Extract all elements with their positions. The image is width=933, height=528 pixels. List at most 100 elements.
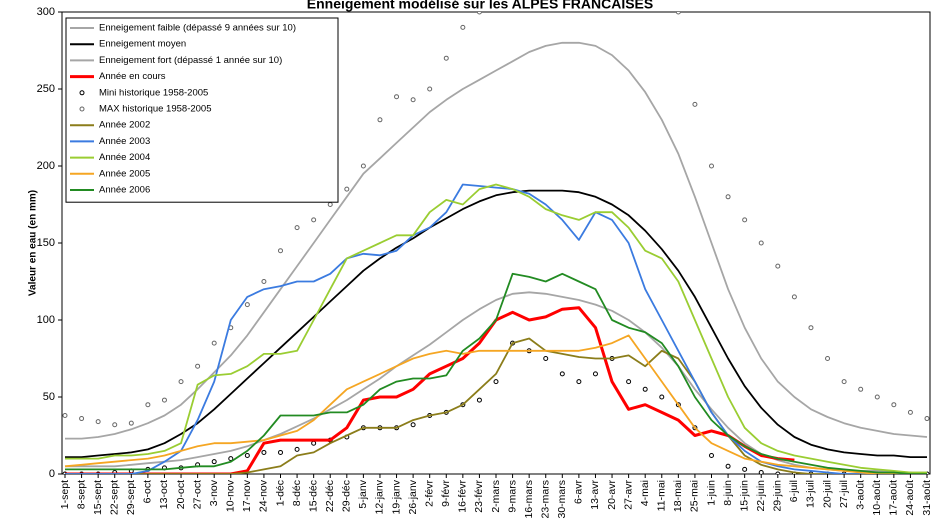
series-dot <box>742 217 748 223</box>
series-dot <box>294 225 300 231</box>
y-axis-label: Valeur en eau (en mm) <box>28 190 39 296</box>
series-dot <box>161 397 167 403</box>
legend-box <box>65 17 339 203</box>
series-dot <box>427 86 433 92</box>
series-dot <box>460 24 466 30</box>
series-dot <box>261 279 267 284</box>
x-tick-label: 8-déc <box>291 480 303 506</box>
y-tick-label: 0 <box>49 468 55 480</box>
series-dot <box>775 471 781 474</box>
x-tick-label: 29-juin <box>772 480 784 512</box>
series-dot <box>278 248 283 254</box>
series-dot <box>476 397 482 403</box>
x-tick-label: 11-mai <box>656 480 668 511</box>
legend-label: Année 2005 <box>99 168 150 179</box>
series-dot <box>874 394 880 400</box>
x-tick-label: 22-déc <box>324 480 336 512</box>
legend-marker <box>79 106 85 112</box>
series-dot <box>742 466 748 472</box>
x-tick-label: 23-mars <box>540 480 552 519</box>
series-dot <box>294 446 300 452</box>
y-tick-label: 150 <box>37 237 55 249</box>
y-tick-label: 300 <box>37 6 55 18</box>
series-dot <box>891 402 897 408</box>
series-dot <box>493 379 499 385</box>
series-dot <box>775 263 781 269</box>
series-dot <box>808 325 814 331</box>
series-dot <box>675 12 681 15</box>
series-dot <box>592 371 598 377</box>
series-dot <box>195 363 201 369</box>
series-dot <box>659 394 665 400</box>
series-dot <box>278 449 283 455</box>
x-tick-label: 17-nov <box>241 479 253 512</box>
series-dot <box>128 420 134 426</box>
series-dot <box>543 356 549 361</box>
series-dot <box>228 456 234 462</box>
legend-label: Année 2002 <box>99 120 150 131</box>
series-dot <box>642 386 648 392</box>
legend-label: Enneigement faible (dépassé 9 années sur… <box>99 23 296 34</box>
series-dot <box>244 302 250 308</box>
x-tick-label: 12-janv <box>374 479 386 514</box>
x-tick-label: 24-nov <box>258 479 270 512</box>
series-dot <box>145 402 151 408</box>
x-tick-label: 19-janv <box>390 479 402 514</box>
y-tick-label: 50 <box>43 391 55 403</box>
series-dot <box>79 416 85 422</box>
series-line <box>64 334 927 474</box>
x-tick-label: 24-août <box>904 480 916 516</box>
series-line <box>65 189 927 458</box>
series-dot <box>725 463 731 469</box>
series-dot <box>344 186 350 192</box>
x-tick-label: 13-oct <box>158 480 170 509</box>
x-tick-label: 15-sept <box>92 480 104 515</box>
x-tick-label: 16-mars <box>523 480 535 519</box>
x-tick-label: 20-oct <box>175 480 187 509</box>
series-dot <box>559 371 565 377</box>
series-dot <box>791 294 797 300</box>
x-tick-label: 13-juil <box>805 480 817 508</box>
x-tick-label: 27-oct <box>191 480 203 509</box>
series-dot <box>112 422 118 428</box>
legend-marker <box>79 90 85 96</box>
x-tick-label: 17-août <box>888 480 900 516</box>
x-tick-label: 8-juin <box>722 480 734 506</box>
series-dot <box>692 101 698 107</box>
legend-label: Année 2006 <box>99 185 150 196</box>
series-dot <box>576 379 582 385</box>
x-tick-label: 29-déc <box>341 480 353 512</box>
series-dot <box>211 340 217 346</box>
series-dot <box>410 97 416 103</box>
x-tick-label: 10-août <box>871 480 883 516</box>
series-dot <box>261 449 267 455</box>
x-tick-label: 9-févr <box>440 480 452 507</box>
series-dot <box>841 379 847 385</box>
x-tick-label: 20-avr <box>606 480 618 510</box>
x-tick-label: 15-juin <box>738 480 750 512</box>
series-dot <box>907 409 913 415</box>
series-dot <box>924 416 930 422</box>
x-tick-label: 2-mars <box>490 480 502 513</box>
x-tick-label: 15-déc <box>307 480 319 512</box>
legend-label: Année en cours <box>99 71 166 82</box>
x-tick-label: 6-juil <box>788 480 800 502</box>
series-dot <box>626 379 632 385</box>
series-line <box>65 306 795 474</box>
series-dot <box>377 117 383 123</box>
x-tick-label: 22-sept <box>109 480 121 515</box>
x-tick-label: 25-mai <box>689 480 701 512</box>
legend-label: MAX historique 1958-2005 <box>99 104 212 115</box>
series-dot <box>394 94 400 100</box>
series-line <box>65 337 927 474</box>
series-dot <box>311 440 317 446</box>
x-tick-label: 13-avr <box>589 480 601 510</box>
x-tick-label: 8-sept <box>75 480 87 509</box>
x-tick-label: 27-avr <box>622 480 634 510</box>
series-dot <box>327 202 333 207</box>
x-tick-label: 18-mai <box>672 480 684 512</box>
series-line <box>65 291 927 474</box>
series-dot <box>758 469 764 474</box>
x-tick-label: 27-juil <box>838 480 850 508</box>
